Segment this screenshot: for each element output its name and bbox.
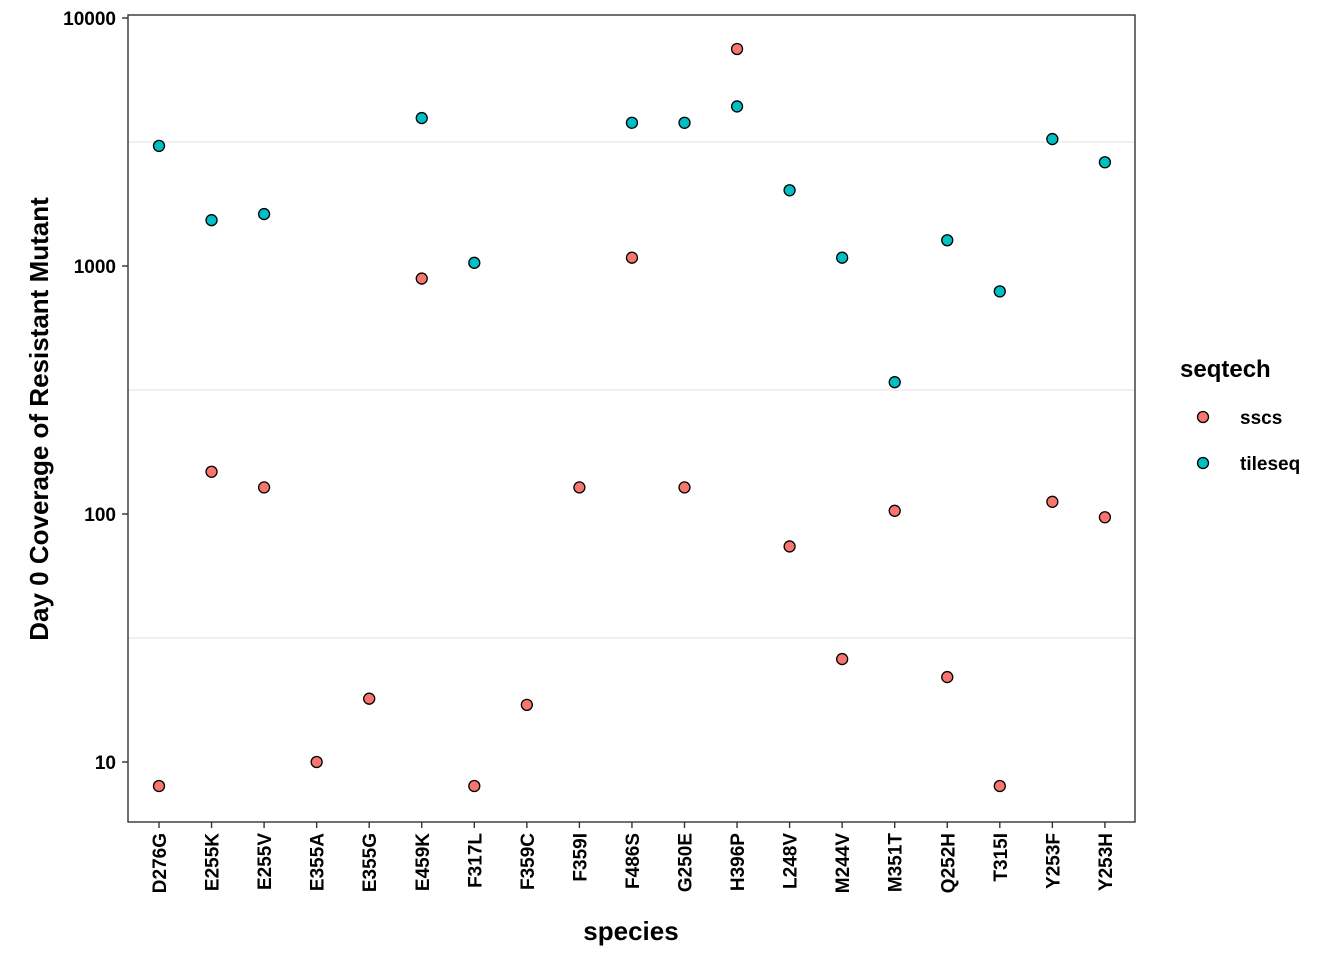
- point-sscs-F359C: [520, 698, 533, 711]
- legend-label-sscs: sscs: [1240, 408, 1282, 429]
- x-axis: D276G E255K E255V E355A E355G E459K F317L F359C…: [150, 822, 1117, 893]
- x-tick-label-1: E255K: [203, 833, 224, 891]
- x-tick-label-6: F317L: [465, 833, 486, 888]
- x-tick-label-7: F359C: [518, 833, 539, 890]
- x-tick-label-17: Y253F: [1043, 833, 1064, 889]
- data-points: [152, 42, 1112, 793]
- point-sscs-E255V: [257, 481, 271, 494]
- legend-key-sscs: [1196, 410, 1210, 424]
- point-tileseq-Q252H: [941, 234, 954, 247]
- point-tileseq-F486S: [625, 116, 639, 129]
- point-tileseq-M244V: [836, 251, 849, 264]
- point-sscs-F359I: [573, 481, 586, 494]
- point-sscs-E255K: [205, 465, 218, 478]
- point-tileseq-L248V: [783, 184, 796, 197]
- x-tick-label-2: E255V: [255, 833, 276, 890]
- point-sscs-Q252H: [941, 670, 954, 684]
- x-axis-title: species: [583, 916, 678, 946]
- point-sscs-E355G: [363, 692, 376, 705]
- point-tileseq-Y253H: [1098, 156, 1112, 169]
- x-tick-label-15: Q252H: [938, 833, 959, 893]
- x-tick-label-18: Y253H: [1096, 833, 1117, 891]
- x-tick-label-8: F359I: [570, 833, 591, 882]
- x-tick-label-5: E459K: [413, 833, 434, 891]
- point-sscs-G250E: [678, 481, 691, 494]
- x-tick-label-12: L248V: [781, 833, 802, 889]
- point-tileseq-Y253F: [1046, 132, 1059, 146]
- y-tick-label-1: 100: [84, 505, 116, 526]
- legend-label-tileseq: tileseq: [1240, 454, 1300, 475]
- x-tick-label-14: M351T: [886, 833, 907, 893]
- point-tileseq-M351T: [888, 376, 901, 389]
- legend-key-tileseq: [1196, 456, 1210, 470]
- point-sscs-M351T: [888, 504, 901, 517]
- x-tick-label-3: E355A: [308, 833, 329, 891]
- x-tick-label-16: T315I: [991, 833, 1012, 882]
- point-tileseq-E459K: [415, 111, 428, 125]
- plot-panel: [127, 14, 1136, 823]
- x-tick-label-9: F486S: [623, 833, 644, 889]
- x-tick-label-11: H396P: [728, 833, 749, 891]
- point-sscs-M244V: [836, 652, 849, 666]
- point-sscs-L248V: [783, 540, 796, 553]
- point-tileseq-H396P: [730, 100, 744, 113]
- y-tick-label-3: 10000: [63, 9, 116, 30]
- point-tileseq-E255V: [257, 207, 271, 221]
- point-tileseq-G250E: [678, 116, 691, 129]
- legend-title: seqtech: [1180, 356, 1271, 383]
- y-tick-label-0: 10: [95, 753, 116, 774]
- point-sscs-F317L: [468, 779, 481, 793]
- x-tick-label-0: D276G: [150, 833, 171, 893]
- x-tick-label-10: G250E: [676, 833, 697, 892]
- point-tileseq-F317L: [468, 256, 481, 269]
- point-tileseq-E255K: [205, 214, 218, 227]
- point-sscs-D276G: [152, 779, 166, 793]
- point-sscs-Y253F: [1046, 495, 1059, 508]
- minor-gridlines: [128, 141, 1135, 639]
- y-axis: 10 100 1000 10000: [63, 9, 128, 774]
- x-tick-label-4: E355G: [360, 833, 381, 892]
- point-sscs-Y253H: [1098, 511, 1112, 524]
- point-sscs-E355A: [310, 755, 323, 769]
- y-tick-label-2: 1000: [74, 257, 116, 278]
- x-tick-label-13: M244V: [833, 833, 854, 894]
- point-sscs-H396P: [730, 42, 744, 56]
- point-sscs-T315I: [993, 779, 1006, 793]
- point-tileseq-D276G: [152, 139, 166, 153]
- point-sscs-E459K: [415, 272, 428, 285]
- legend: seqtech sscs tileseq: [1180, 356, 1300, 475]
- y-axis-title: Day 0 Coverage of Resistant Mutant: [24, 197, 54, 641]
- point-tileseq-T315I: [993, 285, 1006, 298]
- point-sscs-F486S: [625, 251, 639, 264]
